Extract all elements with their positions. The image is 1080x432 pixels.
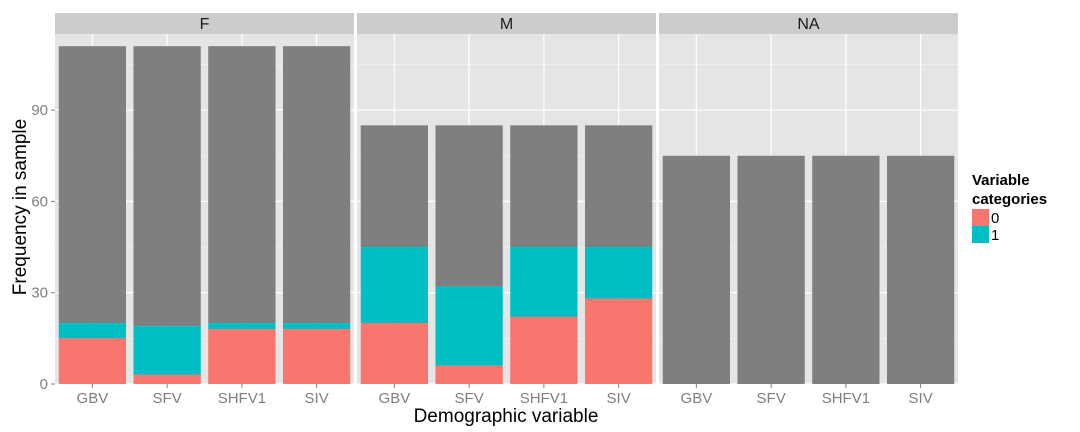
bar-segment-F-SHFV1-na	[208, 46, 276, 324]
x-tick-label: GBV	[379, 390, 411, 407]
bar-segment-M-SIV-0	[584, 298, 653, 384]
bar-segment-M-GBV-0	[360, 323, 429, 384]
facet-label: M	[500, 16, 513, 33]
y-tick-label: 60	[31, 193, 48, 210]
y-tick-label: 0	[40, 376, 48, 393]
bar-segment-F-SFV-na	[133, 46, 201, 327]
bar-segment-M-SFV-na	[435, 125, 503, 287]
bar-segment-NA-SHFV1-na	[812, 155, 880, 384]
bar-segment-M-SHFV1-1	[510, 247, 578, 318]
legend-title: categories	[972, 191, 1047, 208]
x-tick-label: GBV	[77, 390, 109, 407]
legend-label: 0	[991, 210, 999, 227]
legend-label: 1	[991, 227, 999, 244]
y-tick-label: 90	[31, 102, 48, 119]
bar-segment-F-GBV-1	[58, 323, 127, 339]
bar-segment-M-SHFV1-na	[510, 125, 578, 248]
x-axis-title: Demographic variable	[414, 406, 599, 427]
y-tick-label: 30	[31, 285, 48, 302]
bar-segment-NA-SFV-na	[737, 155, 805, 384]
x-tick-label: SIV	[607, 390, 631, 407]
x-tick-label: SFV	[757, 390, 786, 407]
facet-label: F	[200, 16, 210, 33]
x-tick-label: SHFV1	[218, 390, 266, 407]
x-tick-label: SFV	[153, 390, 182, 407]
bar-segment-F-GBV-na	[58, 46, 127, 324]
bar-segment-F-SFV-1	[133, 326, 201, 375]
bar-segment-F-SHFV1-0	[208, 329, 276, 384]
bar-segment-M-SHFV1-0	[510, 317, 578, 384]
facet-strip-M	[357, 13, 656, 34]
bar-segment-M-GBV-1	[360, 247, 429, 324]
bar-segment-M-GBV-na	[360, 125, 429, 248]
x-tick-label: SHFV1	[822, 390, 870, 407]
facet-strip-NA	[659, 13, 958, 34]
bar-segment-F-SIV-na	[282, 46, 351, 324]
facet-label: NA	[797, 16, 820, 33]
bar-segment-M-SFV-0	[435, 365, 503, 384]
x-tick-label: SHFV1	[520, 390, 568, 407]
bar-segment-F-SHFV1-1	[208, 323, 276, 330]
y-axis-title: Frequency in sample	[10, 119, 31, 295]
legend-title: Variable	[972, 172, 1030, 189]
x-tick-label: SIV	[305, 390, 329, 407]
facet-strip-F	[55, 13, 354, 34]
x-tick-label: GBV	[681, 390, 713, 407]
legend-key-0	[972, 209, 989, 226]
x-tick-label: SIV	[909, 390, 933, 407]
bar-segment-F-SFV-0	[133, 374, 201, 384]
bar-segment-F-SIV-0	[282, 329, 351, 384]
bar-segment-F-SIV-1	[282, 323, 351, 330]
bar-segment-F-GBV-0	[58, 338, 127, 384]
x-tick-label: SFV	[455, 390, 484, 407]
bar-segment-M-SFV-1	[435, 286, 503, 366]
bar-segment-NA-SIV-na	[886, 155, 955, 384]
legend-key-1	[972, 226, 989, 243]
bar-segment-M-SIV-1	[584, 247, 653, 299]
bar-segment-NA-GBV-na	[662, 155, 731, 384]
bar-segment-M-SIV-na	[584, 125, 653, 248]
